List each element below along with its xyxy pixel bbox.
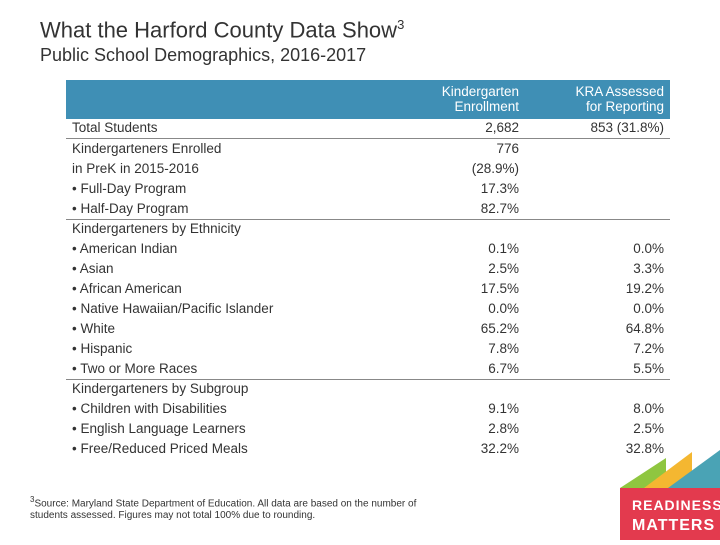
row-kra: 0.0% <box>525 240 670 260</box>
row-label: Kindergarteners by Ethnicity <box>66 219 380 239</box>
table-row: Kindergarteners Enrolled776 <box>66 139 670 159</box>
row-enrollment: 6.7% <box>380 359 525 379</box>
table-row: • Full-Day Program17.3% <box>66 179 670 199</box>
header-enrollment: Kindergarten Enrollment <box>380 80 525 119</box>
row-label: • Half-Day Program <box>66 199 380 219</box>
table-row: • Two or More Races6.7%5.5% <box>66 359 670 379</box>
row-enrollment: 65.2% <box>380 319 525 339</box>
table-row: • African American17.5%19.2% <box>66 280 670 300</box>
footnote-text: Source: Maryland State Department of Edu… <box>30 498 416 521</box>
row-kra <box>525 179 670 199</box>
table-row: in PreK in 2015-2016(28.9%) <box>66 159 670 179</box>
row-enrollment: 17.5% <box>380 280 525 300</box>
row-enrollment <box>380 219 525 239</box>
row-kra: 0.0% <box>525 299 670 319</box>
table-row: • American Indian0.1%0.0% <box>66 240 670 260</box>
row-label: • Asian <box>66 260 380 280</box>
row-label: Kindergarteners by Subgroup <box>66 379 380 399</box>
table-row: • White65.2%64.8% <box>66 319 670 339</box>
slide-subtitle: Public School Demographics, 2016-2017 <box>40 45 680 66</box>
row-kra: 853 (31.8%) <box>525 119 670 139</box>
row-label: Total Students <box>66 119 380 139</box>
table-row: • Children with Disabilities9.1%8.0% <box>66 400 670 420</box>
logo-text-1: READINESS <box>632 497 720 513</box>
row-enrollment: 2.5% <box>380 260 525 280</box>
row-kra: 64.8% <box>525 319 670 339</box>
row-kra: 19.2% <box>525 280 670 300</box>
row-enrollment: 32.2% <box>380 440 525 460</box>
row-enrollment: (28.9%) <box>380 159 525 179</box>
table-row: Kindergarteners by Subgroup <box>66 379 670 399</box>
row-label: in PreK in 2015-2016 <box>66 159 380 179</box>
title-text: What the Harford County Data Show <box>40 17 397 42</box>
table-row: • Half-Day Program82.7% <box>66 199 670 219</box>
row-enrollment: 2.8% <box>380 420 525 440</box>
row-enrollment: 9.1% <box>380 400 525 420</box>
row-enrollment: 0.1% <box>380 240 525 260</box>
readiness-matters-logo: READINESS MATTERS <box>580 450 720 540</box>
row-kra: 5.5% <box>525 359 670 379</box>
table-row: • Asian2.5%3.3% <box>66 260 670 280</box>
row-kra: 2.5% <box>525 420 670 440</box>
row-label: • Hispanic <box>66 339 380 359</box>
row-label: • African American <box>66 280 380 300</box>
row-label: • Free/Reduced Priced Meals <box>66 440 380 460</box>
row-enrollment: 7.8% <box>380 339 525 359</box>
header-blank <box>66 80 380 119</box>
row-kra <box>525 199 670 219</box>
row-label: • Full-Day Program <box>66 179 380 199</box>
row-kra <box>525 159 670 179</box>
row-label: • English Language Learners <box>66 420 380 440</box>
table-row: • English Language Learners2.8%2.5% <box>66 420 670 440</box>
table-row: Total Students2,682853 (31.8%) <box>66 119 670 139</box>
demographics-table: Kindergarten Enrollment KRA Assessed for… <box>66 80 670 460</box>
demographics-table-wrap: Kindergarten Enrollment KRA Assessed for… <box>66 80 670 460</box>
row-label: • Native Hawaiian/Pacific Islander <box>66 299 380 319</box>
footnote: 3Source: Maryland State Department of Ed… <box>30 495 450 522</box>
row-enrollment: 0.0% <box>380 299 525 319</box>
title-superscript: 3 <box>397 17 404 32</box>
row-label: • Two or More Races <box>66 359 380 379</box>
row-label: • White <box>66 319 380 339</box>
row-enrollment: 82.7% <box>380 199 525 219</box>
row-enrollment <box>380 379 525 399</box>
row-kra: 7.2% <box>525 339 670 359</box>
row-label: • American Indian <box>66 240 380 260</box>
row-enrollment: 17.3% <box>380 179 525 199</box>
row-label: • Children with Disabilities <box>66 400 380 420</box>
row-enrollment: 2,682 <box>380 119 525 139</box>
row-kra <box>525 379 670 399</box>
logo-text-2: MATTERS <box>632 517 715 534</box>
table-row: • Native Hawaiian/Pacific Islander0.0%0.… <box>66 299 670 319</box>
row-kra: 8.0% <box>525 400 670 420</box>
row-kra <box>525 139 670 159</box>
header-kra: KRA Assessed for Reporting <box>525 80 670 119</box>
slide-title: What the Harford County Data Show3 <box>40 18 680 43</box>
table-row: Kindergarteners by Ethnicity <box>66 219 670 239</box>
row-label: Kindergarteners Enrolled <box>66 139 380 159</box>
row-kra: 3.3% <box>525 260 670 280</box>
table-row: • Hispanic7.8%7.2% <box>66 339 670 359</box>
row-kra <box>525 219 670 239</box>
row-enrollment: 776 <box>380 139 525 159</box>
